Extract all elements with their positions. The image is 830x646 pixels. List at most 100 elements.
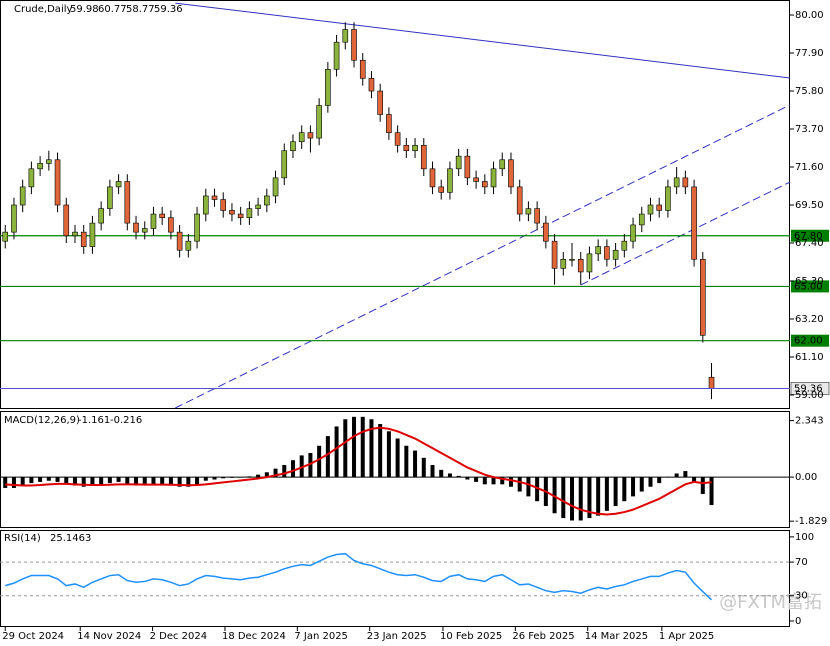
macd-bar [360,416,365,478]
candle-body [237,213,244,218]
macd-bar [282,465,287,478]
candle-body [682,177,689,188]
macd-bar [456,475,461,478]
candle-body [673,177,680,188]
candle-body [194,213,200,242]
macd-bar [404,445,409,478]
candle-body [586,253,593,273]
candle-body [185,240,192,251]
macd-bar [413,450,418,478]
macd-bar [334,426,339,478]
macd-bar [683,471,688,478]
candle-body [359,59,366,79]
macd-bar [587,477,592,519]
macd-bar [570,477,575,521]
candle-body [19,186,26,206]
macd-bar [622,477,627,502]
macd-bar [526,477,531,497]
macd-bar [578,477,583,521]
candle-body [490,168,497,188]
rsi-panel [0,530,790,627]
macd-bar [160,477,165,485]
price-panel [0,0,790,409]
candle-body [499,159,506,170]
candle-body [124,181,131,224]
macd-bar [72,477,77,486]
macd-bar [299,455,304,478]
macd-bar [64,477,69,485]
candle-body [63,204,70,237]
candle-body [604,246,610,260]
watermark: @FXTM富拓 [719,592,822,613]
candle-body [211,195,218,200]
ohlc-value: 59.98 [70,4,99,15]
level-label-box [791,280,829,293]
level-label-box [791,229,829,242]
candle-body [107,186,113,209]
candle-body [168,217,174,233]
candle-body [708,376,715,389]
macd-bar [125,477,130,485]
macd-bar [674,473,679,478]
macd-bar [116,477,121,482]
candle-body [46,159,52,164]
macd-bar [20,477,25,486]
macd-bar [491,477,496,485]
candle-body [229,210,235,215]
level-label: 65.00 [794,281,823,292]
candle-body [638,213,645,226]
macd-bar [90,477,95,486]
macd-bar [11,477,16,488]
macd-bar [430,465,435,478]
macd-bar [535,477,540,502]
macd-bar [421,457,426,478]
level-label: 62.00 [794,336,823,347]
macd-bar [99,477,104,485]
y-tick-label: 63.20 [795,314,824,325]
candle-body [516,186,523,215]
macd-bar [439,469,444,478]
macd-bar [517,477,522,492]
x-tick-label: 2 Dec 2024 [150,631,208,642]
candle-body [621,240,628,251]
candle-body [2,231,9,242]
candle-body [298,132,305,142]
indicator-title: RSI(14) [4,533,41,544]
macd-bar [55,477,60,482]
macd-bar [186,477,191,487]
chart-title: Crude,Daily [14,4,72,15]
ohlc-value: 59.36 [154,4,183,15]
macd-bar [229,477,234,478]
macd-bar [552,477,557,514]
candle-body [420,144,427,170]
level-label-box [791,334,829,347]
candle-body [37,163,43,170]
macd-bar [177,477,182,487]
candle-body [72,231,78,237]
candle-body [656,204,663,211]
macd-bar [195,477,200,485]
candle-body [630,224,636,242]
candle-body [281,150,288,179]
macd-bar [38,477,43,482]
macd-bar [343,419,348,478]
macd-bar [386,431,391,478]
candle-body [438,186,445,193]
candle-body [272,177,279,197]
macd-bar [648,477,653,487]
x-tick-label: 18 Dec 2024 [222,631,286,642]
candle-body [307,132,314,139]
macd-bar [665,477,670,478]
x-tick-label: 14 Nov 2024 [77,631,141,642]
candle-body [464,155,471,179]
candle-body [11,204,17,233]
candle-body [455,155,462,170]
candle-body [159,213,165,218]
macd-bar [3,477,8,488]
candle-body [508,159,514,188]
macd-bar [212,477,217,480]
macd-bar [639,477,644,492]
ohlc-value: 60.77 [98,4,127,15]
macd-bar [29,477,34,484]
macd-bar [317,445,322,478]
